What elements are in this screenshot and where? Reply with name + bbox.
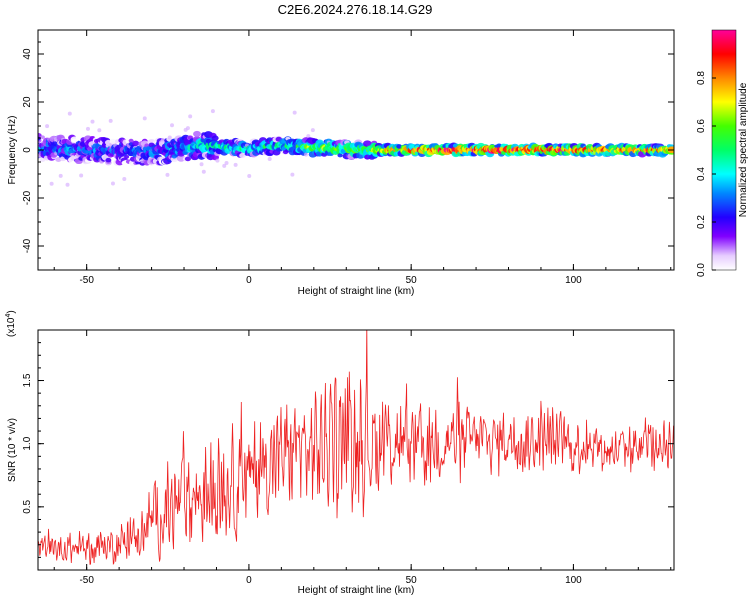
spectrogram-heatmap <box>38 109 674 187</box>
spectrogram-faint-cell <box>215 158 220 163</box>
top-x-tick-label: 0 <box>246 275 252 286</box>
spectrogram-cell <box>211 135 219 141</box>
spectrogram-panel: -50 0 50 100 -40 -20 0 20 40 Height of straight … <box>7 29 675 297</box>
colorbar-tick-label: 0.8 <box>696 71 707 85</box>
spectrogram-cell <box>363 140 372 147</box>
spectrogram-faint-cell <box>97 128 102 133</box>
y-multiplier: (x104) <box>5 310 17 337</box>
colorbar-tick-label: 0.0 <box>696 263 707 277</box>
spectrogram-faint-cell <box>58 173 63 178</box>
bottom-y-tick-label: 1.5 <box>22 373 33 387</box>
top-axis-ticks: -50 0 50 100 -40 -20 0 20 40 <box>22 29 674 286</box>
top-x-tick-label: 100 <box>565 275 582 286</box>
spectrogram-cell <box>396 144 403 149</box>
spectrogram-cell <box>124 154 130 159</box>
colorbar-tick-label: 0.4 <box>696 167 707 181</box>
spectrogram-faint-cell <box>65 182 70 187</box>
spectrogram-cell <box>105 157 112 163</box>
spectrogram-cell <box>132 140 140 146</box>
spectrogram-cell <box>193 130 201 137</box>
spectrogram-faint-cell <box>188 114 193 119</box>
figure-title: C2E6.2024.276.18.14.G29 <box>278 2 433 17</box>
bottom-y-tick-label: 1.0 <box>22 436 33 450</box>
spectrogram-faint-cell <box>122 176 127 181</box>
bottom-x-tick-label: 0 <box>246 575 252 586</box>
colorbar: 0.0 0.2 0.4 0.6 0.8 Normalized spectral ampl… <box>696 29 749 277</box>
multiplier-exponent: 4 <box>5 314 12 318</box>
spectrogram-faint-cell <box>110 181 115 186</box>
spectrogram-faint-cell <box>292 110 297 115</box>
spectrogram-cell <box>128 138 134 143</box>
spectrogram-faint-cell <box>247 173 252 178</box>
multiplier-prefix: (x10 <box>6 317 17 337</box>
top-y-tick-label: -40 <box>22 238 33 253</box>
spectrogram-cell <box>239 153 246 158</box>
top-x-tick-label: 50 <box>406 275 418 286</box>
spectrogram-faint-cell <box>222 163 227 168</box>
spectrogram-faint-cell <box>90 119 95 124</box>
spectrogram-faint-cell <box>290 172 295 177</box>
spectrogram-faint-cell <box>304 152 309 157</box>
spectrogram-faint-cell <box>160 137 165 142</box>
spectrogram-faint-cell <box>165 172 170 177</box>
colorbar-tick-label: 0.2 <box>696 215 707 229</box>
bottom-y-tick-label: 0.5 <box>22 499 33 513</box>
colorbar-ticks: 0.0 0.2 0.4 0.6 0.8 <box>696 71 716 277</box>
top-y-tick-label: 0 <box>22 147 33 153</box>
spectrogram-faint-cell <box>306 134 311 139</box>
spectrogram-cell <box>184 156 191 162</box>
spectrogram-faint-cell <box>167 135 172 140</box>
spectrogram-faint-cell <box>224 161 229 166</box>
spectrogram-cell <box>280 139 286 144</box>
colorbar-label: Normalized spectral amplitude <box>738 82 749 217</box>
spectrogram-faint-cell <box>142 116 147 121</box>
top-y-tick-label: -20 <box>22 190 33 205</box>
top-x-tick-label: -50 <box>79 275 94 286</box>
bottom-plot-frame <box>37 329 675 571</box>
spectrogram-faint-cell <box>310 128 315 133</box>
spectrogram-faint-cell <box>185 126 190 131</box>
spectrogram-cell <box>70 136 79 143</box>
spectrogram-faint-cell <box>49 181 54 186</box>
bottom-x-axis-label: Height of straight line (km) <box>298 585 415 596</box>
bottom-x-tick-label: -50 <box>79 575 94 586</box>
bottom-x-tick-label: 50 <box>406 575 418 586</box>
spectrogram-faint-cell <box>79 173 84 178</box>
spectrogram-faint-cell <box>233 162 238 167</box>
svg-text:(x104): (x104) <box>5 310 17 337</box>
bottom-y-axis-label: SNR (10 * v/v) <box>7 418 18 482</box>
multiplier-suffix: ) <box>6 310 17 313</box>
bottom-x-tick-label: 100 <box>565 575 582 586</box>
spectrogram-faint-cell <box>45 124 50 129</box>
top-x-axis-label: Height of straight line (km) <box>298 286 415 297</box>
spectrogram-faint-cell <box>108 118 113 123</box>
top-y-tick-label: 20 <box>22 96 33 108</box>
top-y-tick-label: 40 <box>22 48 33 60</box>
bottom-axis-ticks: -50 0 50 100 0.5 1.0 1.5 <box>22 330 674 586</box>
spectrogram-faint-cell <box>210 109 215 114</box>
colorbar-gradient <box>711 29 737 271</box>
spectrogram-faint-cell <box>170 123 175 128</box>
spectrogram-cell <box>109 138 117 145</box>
spectrogram-faint-cell <box>267 156 272 161</box>
top-y-axis-label: Frequency (Hz) <box>7 116 18 185</box>
spectrogram-faint-cell <box>201 169 206 174</box>
spectrogram-cell <box>40 135 45 140</box>
spectrogram-faint-cell <box>67 111 72 116</box>
spectrogram-faint-cell <box>85 126 90 131</box>
snr-panel: -50 0 50 100 0.5 1.0 1.5 Height of straight li… <box>5 310 675 596</box>
spectrogram-cell <box>337 153 343 158</box>
colorbar-tick-label: 0.6 <box>696 119 707 133</box>
spectrogram-faint-cell <box>199 162 204 167</box>
spectrogram-cell <box>170 156 178 163</box>
snr-series-line <box>38 330 674 566</box>
